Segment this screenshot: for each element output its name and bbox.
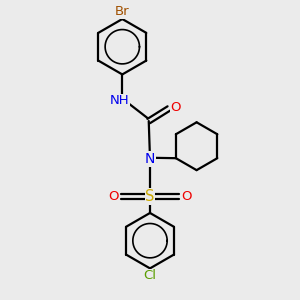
Text: O: O xyxy=(108,190,119,203)
Text: O: O xyxy=(181,190,192,203)
Text: O: O xyxy=(171,101,181,114)
Text: Cl: Cl xyxy=(143,269,157,282)
Text: NH: NH xyxy=(110,94,129,107)
Text: S: S xyxy=(145,189,155,204)
Text: N: N xyxy=(145,152,155,166)
Text: Br: Br xyxy=(115,5,130,19)
